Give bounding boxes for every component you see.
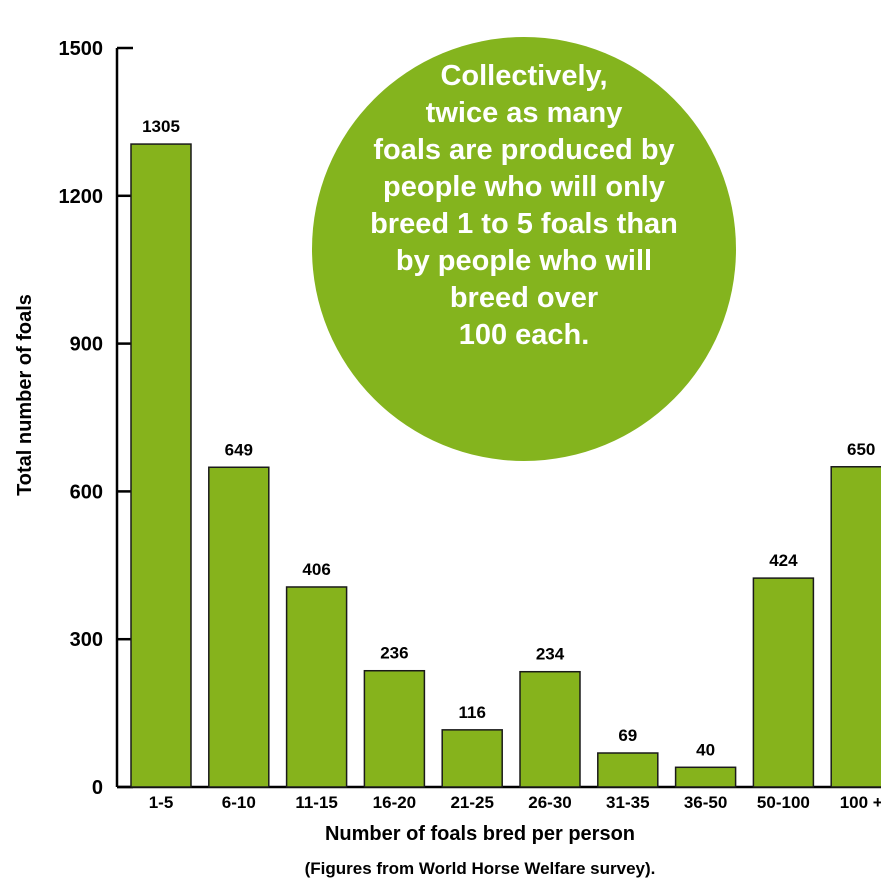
data-label: 650 (847, 440, 875, 459)
value-labels-group: 1305 649 406 236 116 234 69 40 424 650 (142, 117, 875, 759)
y-tick-label: 0 (92, 777, 103, 799)
callout-line: Collectively, (440, 60, 607, 92)
y-tick-label: 300 (70, 629, 103, 651)
bar-21-25 (441, 729, 503, 788)
bars-group (130, 143, 881, 788)
bar-100plus (830, 466, 881, 788)
x-tick-label: 31-35 (606, 793, 649, 812)
x-axis-title: Number of foals bred per person (325, 823, 635, 845)
data-label: 40 (696, 740, 715, 759)
y-tick-label: 900 (70, 334, 103, 356)
y-tick-label: 1500 (59, 38, 104, 60)
callout-line: twice as many (426, 97, 623, 129)
bar-36-50 (674, 766, 737, 788)
bar-11-15 (285, 586, 348, 788)
x-tick-label: 36-50 (684, 793, 727, 812)
data-label: 424 (769, 551, 798, 570)
data-label: 116 (458, 703, 485, 722)
callout-line: people who will only (383, 171, 665, 203)
x-tick-label: 50-100 (757, 793, 810, 812)
callout-line: breed 1 to 5 foals than (370, 208, 678, 240)
data-label: 69 (618, 726, 637, 745)
x-tick-label: 11-15 (295, 793, 338, 812)
y-tick-label: 1200 (59, 186, 104, 208)
callout-line: by people who will (396, 245, 652, 277)
x-tick-label: 1-5 (149, 793, 174, 812)
x-tick-label: 21-25 (450, 793, 493, 812)
data-label: 234 (536, 645, 565, 664)
x-tick-label: 6-10 (222, 793, 256, 812)
callout-line: breed over (450, 282, 598, 314)
data-label: 236 (380, 644, 408, 663)
footnote: (Figures from World Horse Welfare survey… (305, 859, 656, 878)
data-label: 649 (225, 440, 253, 459)
x-tick-label: 100 + (840, 793, 881, 812)
data-label: 1305 (142, 117, 180, 136)
x-tick-label: 16-20 (373, 793, 416, 812)
x-tick-label: 26-30 (528, 793, 571, 812)
y-axis-title: Total number of foals (14, 294, 36, 496)
category-labels-group: 1-5 6-10 11-15 16-20 21-25 26-30 31-35 36-50 50-… (149, 793, 881, 812)
bar-26-30 (519, 670, 581, 788)
data-label: 406 (302, 560, 330, 579)
callout-line: foals are produced by (373, 134, 674, 166)
callout-circle (312, 37, 736, 461)
callout-bubble: Collectively, twice as many foals are prod… (312, 37, 736, 461)
bar-50-100 (752, 577, 815, 788)
bar-16-20 (363, 669, 426, 788)
y-tick-label: 600 (70, 481, 103, 503)
bar-6-10 (208, 466, 270, 788)
bar-1-5 (130, 143, 192, 788)
callout-line: 100 each. (459, 319, 590, 351)
bar-31-35 (597, 752, 659, 788)
